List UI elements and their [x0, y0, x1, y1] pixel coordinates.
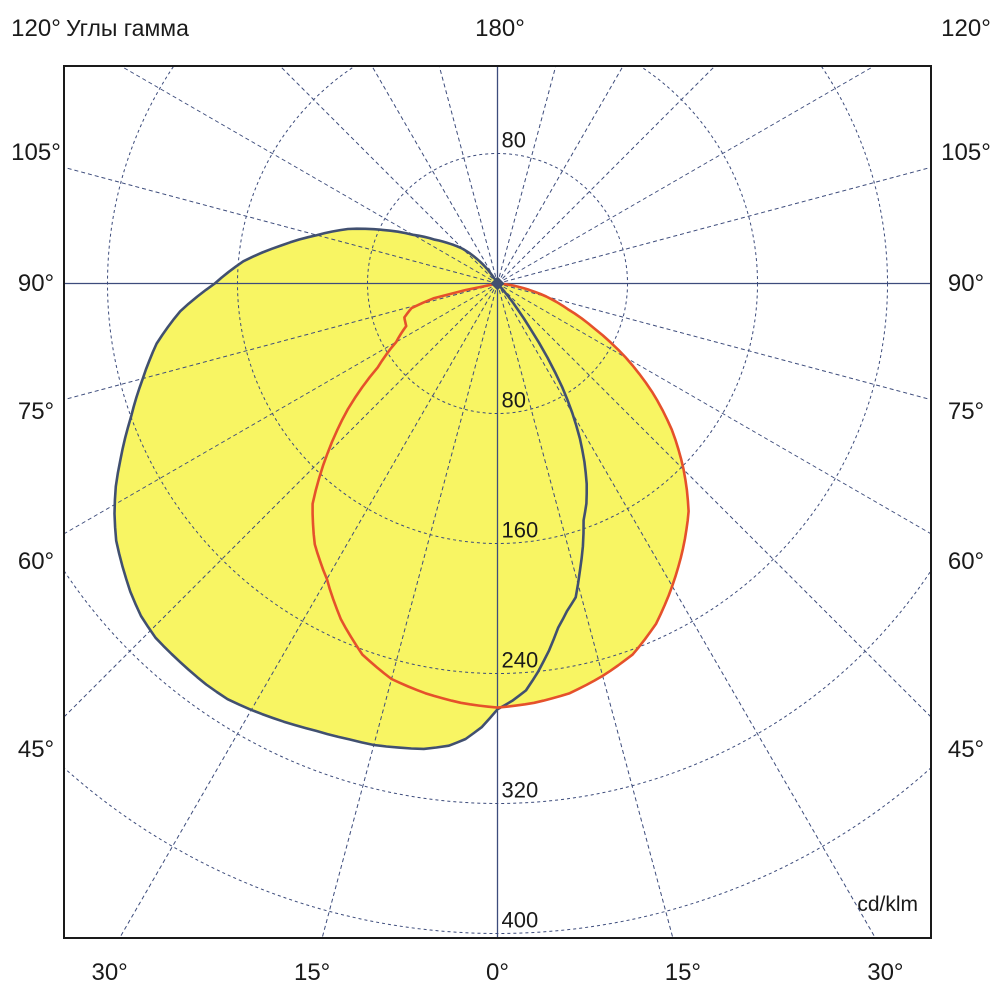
polar-ray-330 — [119, 283, 498, 938]
ring-label-320: 320 — [502, 778, 539, 803]
angle-label-180: 180° — [475, 15, 525, 42]
polar-ray-15 — [497, 283, 674, 938]
angle-label-left-75°: 75° — [18, 398, 54, 425]
polar-origin-marker — [490, 276, 505, 291]
polar-ray-210 — [371, 66, 498, 284]
polar-ray-240 — [119, 66, 498, 284]
intensity-curve-secondary-fill — [312, 283, 689, 708]
angle-label-right-75°: 75° — [948, 398, 984, 425]
ring-label-400: 400 — [502, 908, 539, 933]
angle-label-bottom-2: 0° — [486, 959, 509, 986]
angle-label-bottom-4: 30° — [867, 959, 903, 986]
unit-label: cd/klm — [857, 893, 918, 916]
angle-label-right-60°: 60° — [948, 548, 984, 575]
polar-ray-165 — [497, 66, 557, 284]
angle-label-left-45°: 45° — [18, 736, 54, 763]
plot-border — [63, 65, 932, 939]
angle-label-right-45°: 45° — [948, 736, 984, 763]
chart-title: Углы гамма — [66, 15, 189, 41]
polar-ray-30 — [497, 283, 876, 938]
ring-label-top-80: 80 — [502, 128, 526, 153]
angle-label-right-105°: 105° — [941, 139, 991, 166]
intensity-curve-secondary — [311, 282, 690, 709]
polar-ray-150 — [497, 66, 624, 284]
polar-ray-120 — [497, 66, 876, 284]
polar-ray-45 — [497, 283, 931, 718]
polar-ray-345 — [321, 283, 498, 938]
angle-label-right-90°: 90° — [948, 270, 984, 297]
curves — [113, 227, 690, 751]
polar-ray-255 — [64, 166, 498, 284]
polar-ray-315 — [64, 283, 498, 718]
polar-ray-75 — [497, 283, 931, 401]
ring-label-160: 160 — [502, 518, 539, 543]
ring-label-80: 80 — [502, 388, 526, 413]
curve-fills — [114, 228, 689, 749]
polar-ray-225 — [279, 66, 498, 284]
labels: 105° 105° 90° 90° 75° 75° 60° 60° 45° 45° 120° 120°… — [11, 15, 991, 986]
polar-ray-105 — [497, 166, 931, 284]
intensity-curve-primary — [113, 227, 588, 751]
angle-label-left-60°: 60° — [18, 548, 54, 575]
polar-ray-135 — [497, 66, 716, 284]
angle-label-bottom-0: 30° — [91, 959, 127, 986]
ring-label-240: 240 — [502, 648, 539, 673]
angle-label-left-90°: 90° — [18, 270, 54, 297]
angle-label-bottom-1: 15° — [294, 959, 330, 986]
polar-ray-60 — [497, 283, 931, 535]
angle-label-left-120: 120° — [11, 15, 61, 42]
polar-ray-195 — [438, 66, 498, 284]
angle-label-right-120: 120° — [941, 15, 991, 42]
polar-ray-285 — [64, 283, 498, 401]
angle-label-left-105°: 105° — [11, 139, 61, 166]
angle-label-bottom-3: 15° — [665, 959, 701, 986]
polar-ray-300 — [64, 283, 498, 535]
